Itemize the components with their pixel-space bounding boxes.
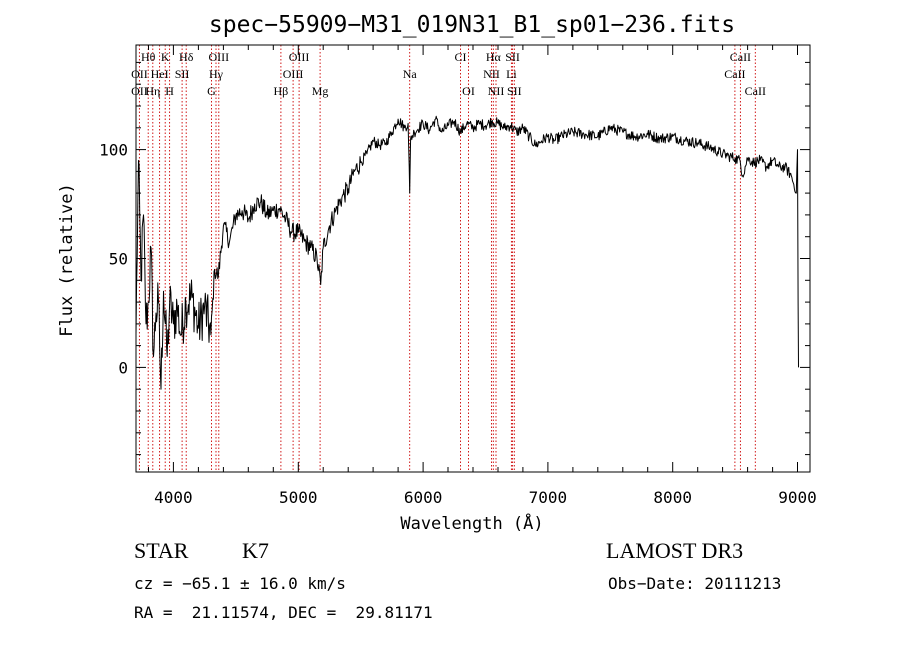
spectrum-plot <box>135 115 799 390</box>
x-axis: 4000 5000 6000 7000 8000 9000 <box>148 45 817 507</box>
line-label: Hβ <box>274 84 289 98</box>
line-label: OI <box>462 84 475 98</box>
line-label: Hα <box>486 50 502 64</box>
line-label: CaII <box>730 50 751 64</box>
y-tick-label: 0 <box>118 358 128 377</box>
observation-date: Obs−Date: 20111213 <box>608 574 782 593</box>
x-tick-label: 6000 <box>404 488 443 507</box>
x-axis-label: Wavelength (Å) <box>400 512 543 534</box>
line-label: NII <box>483 67 500 81</box>
line-label: Hη <box>145 84 160 98</box>
survey-label: LAMOST DR3 <box>606 538 744 563</box>
line-label: K <box>161 50 170 64</box>
line-label: SII <box>507 84 522 98</box>
y-tick-label: 100 <box>99 141 128 160</box>
redshift-velocity: cz = −65.1 ± 16.0 km/s <box>134 574 346 593</box>
coordinates: RA = 21.11574, DEC = 29.81171 <box>134 603 433 622</box>
line-label: SII <box>175 67 190 81</box>
x-tick-label: 9000 <box>778 488 817 507</box>
plot-frame <box>135 44 811 473</box>
line-label: OIII <box>283 67 304 81</box>
y-tick-label: 50 <box>109 250 128 269</box>
y-axis-label: Flux (relative) <box>57 183 77 337</box>
object-class: STAR <box>134 538 189 563</box>
chart-title: spec−55909−M31_019N31_B1_sp01−236.fits <box>209 12 735 38</box>
line-label: HeI <box>151 67 169 81</box>
spectral-subclass: K7 <box>242 538 269 563</box>
line-label: OIII <box>208 50 229 64</box>
line-label: Na <box>403 67 418 81</box>
x-tick-label: 8000 <box>653 488 692 507</box>
line-label: OIII <box>289 50 310 64</box>
line-label: CaII <box>724 67 745 81</box>
line-label: OII <box>131 67 148 81</box>
x-tick-label: 7000 <box>529 488 568 507</box>
x-tick-label: 4000 <box>154 488 193 507</box>
line-label: G <box>207 84 216 98</box>
line-label: Hγ <box>209 67 224 81</box>
y-axis: 0 50 100 <box>99 61 810 456</box>
line-label: Mg <box>312 84 329 98</box>
line-label: H <box>165 84 174 98</box>
line-label: OII <box>131 84 148 98</box>
x-tick-label: 5000 <box>279 488 318 507</box>
line-label: CI <box>455 50 467 64</box>
line-label: Hθ <box>141 50 156 64</box>
line-label: NII <box>488 84 505 98</box>
flux-line <box>135 115 799 390</box>
line-label: Li <box>506 67 517 81</box>
emission-line-markers <box>138 45 756 472</box>
line-label: CaII <box>745 84 766 98</box>
line-label: Hδ <box>179 50 194 64</box>
line-label: SII <box>505 50 520 64</box>
